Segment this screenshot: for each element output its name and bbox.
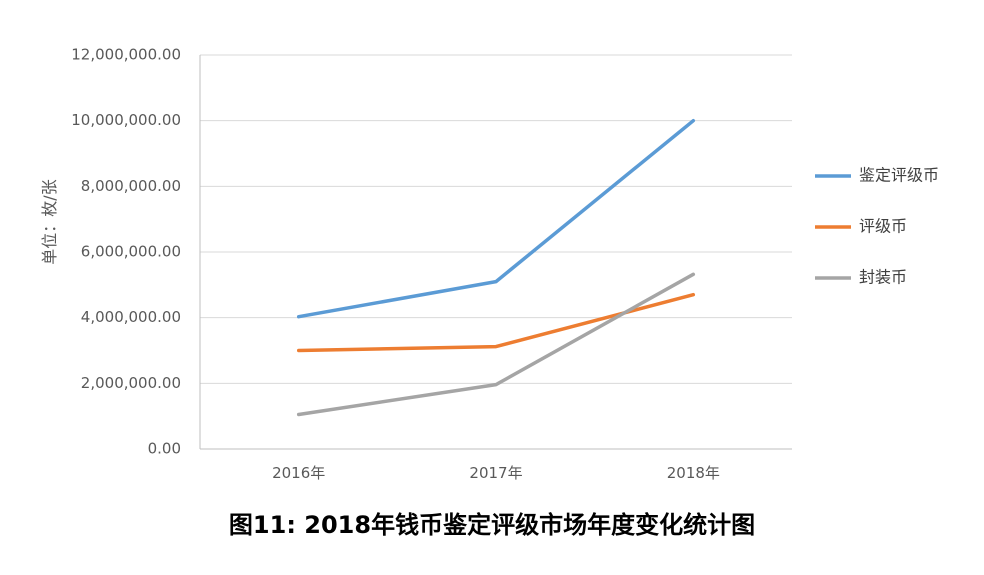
y-axis-ticks: 0.00 2,000,000.00 4,000,000.00 6,000,000.00…: [71, 46, 181, 458]
x-tick-label: 2018年: [667, 464, 720, 482]
legend-label: 封装币: [859, 268, 907, 287]
series-line: [296, 118, 696, 319]
y-tick-label: 8,000,000.00: [81, 177, 181, 195]
y-tick-label: 2,000,000.00: [81, 374, 181, 392]
legend-label: 评级币: [859, 217, 907, 236]
axes: [199, 55, 792, 450]
y-tick-label: 10,000,000.00: [71, 111, 181, 129]
line-chart: 0.00 2,000,000.00 4,000,000.00 6,000,000.00…: [40, 46, 939, 483]
y-tick-label: 6,000,000.00: [81, 243, 181, 261]
y-tick-label: 12,000,000.00: [71, 46, 181, 64]
figure-caption: 图11: 2018年钱币鉴定评级市场年度变化统计图: [228, 511, 756, 539]
x-axis-ticks: 2016年 2017年 2018年: [272, 464, 720, 482]
y-axis-label: 单位：枚/张: [40, 179, 59, 264]
legend-label: 鉴定评级币: [859, 166, 939, 185]
gridlines: [200, 54, 792, 384]
y-tick-label: 0.00: [148, 440, 181, 458]
series-line: [296, 272, 696, 417]
series-lines: [296, 118, 696, 417]
x-tick-label: 2016年: [272, 464, 325, 482]
series-line: [296, 292, 696, 353]
y-tick-label: 4,000,000.00: [81, 308, 181, 326]
x-tick-label: 2017年: [469, 464, 522, 482]
